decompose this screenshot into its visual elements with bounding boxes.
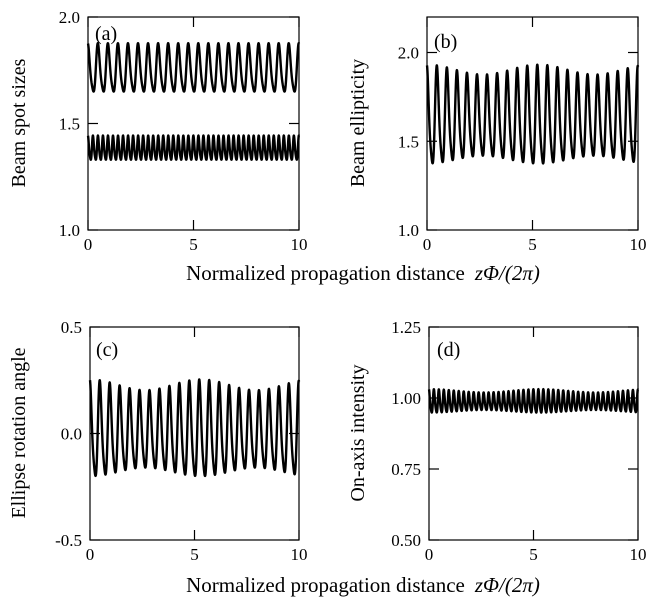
x-tick-label: 5 <box>189 235 198 254</box>
plot-frame <box>428 326 639 541</box>
x-axis-label-math: zΦ/(2π) <box>474 261 540 285</box>
data-lines <box>425 63 640 165</box>
y-tick-label: 0.75 <box>391 460 421 479</box>
panel-label: (c) <box>96 339 118 361</box>
x-tick-label: 0 <box>425 545 434 564</box>
y-axis-label: On-axis intensity <box>347 364 369 501</box>
y-tick-label: 1.5 <box>59 115 80 134</box>
series-line <box>86 42 301 93</box>
y-tick-label: 1.5 <box>398 132 419 151</box>
panel-b: 1.0 1.5 2.0 0 5 10 (b) Beam ellipticity <box>347 16 647 254</box>
x-tick-label: 10 <box>630 545 647 564</box>
data-lines <box>86 42 301 161</box>
x-tick-label: 10 <box>291 235 308 254</box>
y-axis-label: Beam spot sizes <box>8 58 30 187</box>
y-tick-label: 1.0 <box>59 221 80 240</box>
x-axis-label-text: Normalized propagation distance <box>186 573 465 597</box>
x-axis-label-text: Normalized propagation distance <box>186 261 465 285</box>
x-ticks: 0 5 10 <box>86 327 308 564</box>
y-ticks: 1.0 1.5 2.0 <box>398 44 638 240</box>
series-line <box>425 63 640 165</box>
y-tick-label: -0.5 <box>55 531 82 550</box>
x-tick-label: 0 <box>86 545 95 564</box>
series-line <box>86 134 301 161</box>
x-ticks: 0 5 10 <box>425 327 647 564</box>
x-ticks: 0 5 10 <box>84 17 308 254</box>
data-lines <box>427 387 640 414</box>
y-tick-label: 0.5 <box>61 318 82 337</box>
x-tick-label: 10 <box>291 545 308 564</box>
x-axis-label-bottom: Normalized propagation distance zΦ/(2π) <box>186 573 540 597</box>
series-line <box>427 387 640 414</box>
x-tick-label: 0 <box>423 235 432 254</box>
panel-label: (b) <box>434 31 457 53</box>
data-lines <box>88 378 301 478</box>
y-ticks: 0.50 0.75 1.00 1.25 <box>391 318 638 550</box>
y-ticks: -0.5 0.0 0.5 <box>55 318 299 550</box>
panel-label: (d) <box>437 339 460 361</box>
y-tick-label: 1.25 <box>391 318 421 337</box>
y-tick-label: 0.50 <box>391 531 421 550</box>
y-tick-label: 2.0 <box>398 44 419 63</box>
y-axis-label: Beam ellipticity <box>347 59 369 187</box>
y-axis-label: Ellipse rotation angle <box>8 347 30 518</box>
x-tick-label: 5 <box>190 545 199 564</box>
x-tick-label: 5 <box>528 235 537 254</box>
x-axis-label-math: zΦ/(2π) <box>474 573 540 597</box>
panel-label: (a) <box>95 23 117 45</box>
x-ticks: 0 5 10 <box>423 17 647 254</box>
x-axis-label-top: Normalized propagation distance zΦ/(2π) <box>186 261 540 285</box>
series-line <box>88 378 301 478</box>
panel-a: 1.0 1.5 2.0 0 5 10 (a) Beam spot sizes <box>8 8 308 254</box>
x-tick-label: 5 <box>529 545 538 564</box>
x-tick-label: 10 <box>630 235 647 254</box>
panel-c: -0.5 0.0 0.5 0 5 10 (c) Ellipse rotation ang… <box>8 318 308 564</box>
panel-d: 0.50 0.75 1.00 1.25 0 5 10 (d) On-axis intens… <box>347 318 647 564</box>
y-tick-label: 0.0 <box>61 425 82 444</box>
y-ticks: 1.0 1.5 2.0 <box>59 8 299 240</box>
y-tick-label: 1.00 <box>391 389 421 408</box>
x-tick-label: 0 <box>84 235 93 254</box>
y-tick-label: 2.0 <box>59 8 80 27</box>
y-tick-label: 1.0 <box>398 221 419 240</box>
